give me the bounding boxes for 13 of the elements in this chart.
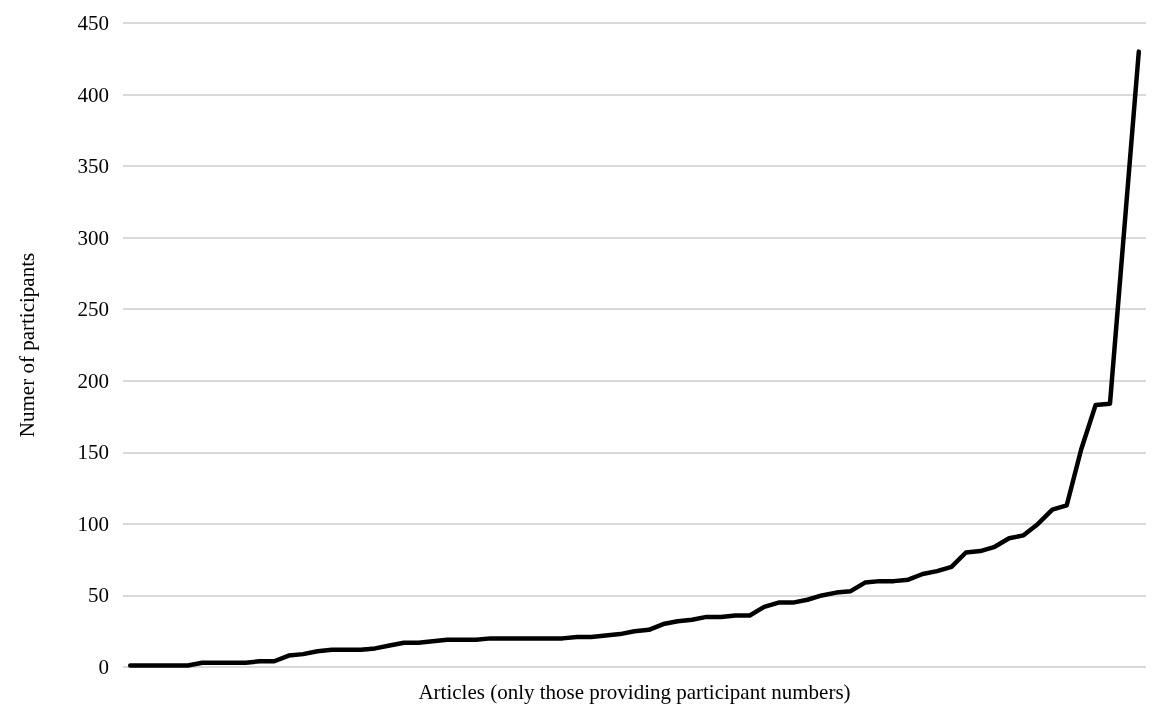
y-axis-title: Numer of participants	[14, 252, 39, 438]
y-tick-label: 0	[98, 655, 109, 679]
x-axis-title: Articles (only those providing participant numbers)	[418, 679, 851, 704]
y-tick-label: 450	[77, 11, 109, 35]
line-series	[127, 49, 1142, 668]
y-tick-label: 50	[88, 583, 109, 608]
y-tick-label: 400	[77, 82, 109, 107]
y-tick-label: 250	[77, 297, 109, 322]
y-tick-label: 200	[77, 368, 109, 393]
y-tick-label: 100	[77, 511, 109, 536]
y-tick-label: 150	[77, 440, 109, 465]
y-tick-label: 300	[77, 225, 109, 250]
y-tick-label: 350	[77, 154, 109, 179]
